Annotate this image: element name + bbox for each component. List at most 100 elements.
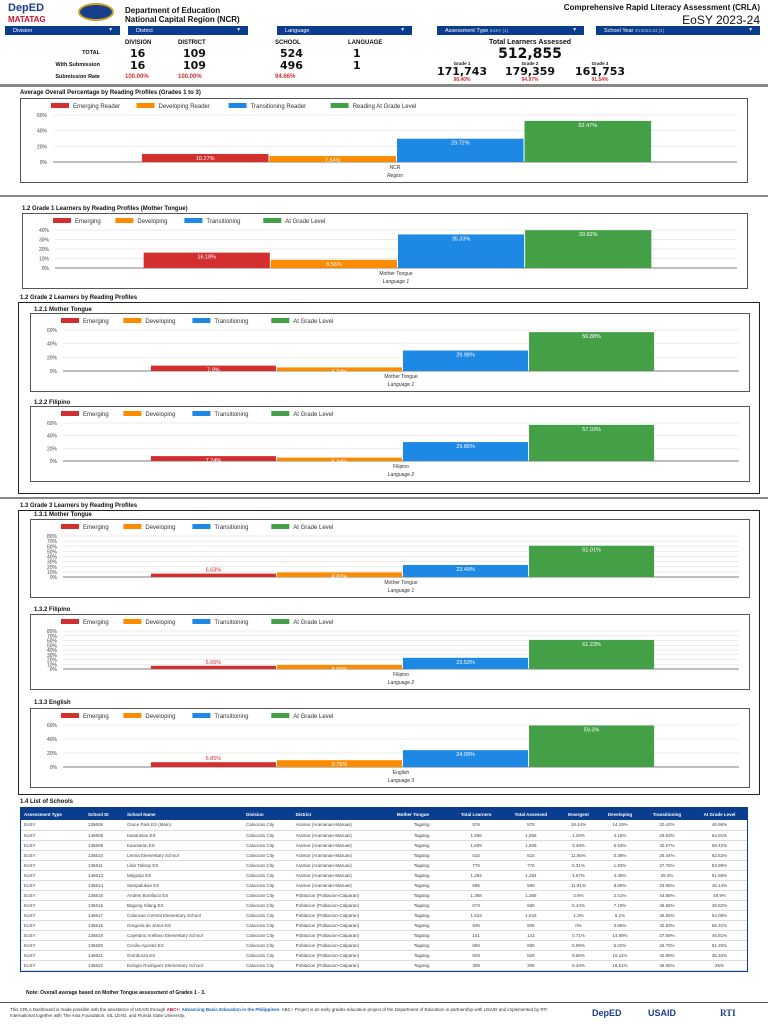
bar-emerging [143, 252, 270, 268]
filter-school-year-dropdown[interactable]: School Year SY2023-24 (1) ▾ [596, 26, 760, 35]
table-row[interactable]: EoSY 136613 Maypajo ES Caloocan City Aramar … [21, 870, 747, 881]
column-header-1[interactable]: School ID [84, 808, 124, 820]
table-cell: 9.65% [558, 950, 598, 961]
table-row[interactable]: EoSY 136610 Lerma Elementary School Calooca… [21, 850, 747, 861]
column-header-0[interactable]: Assessment Type [21, 808, 85, 820]
y-tick-label: 0% [50, 667, 58, 673]
table-cell: 54.05% [691, 910, 747, 921]
table-cell: 40.89% [642, 950, 692, 961]
table-cell: 14.19% [597, 820, 642, 831]
y-tick-label: 0% [40, 160, 48, 166]
table-cell: Poblacion (Poblacion-Calparan) [292, 910, 394, 921]
table-cell: 44.88% [642, 890, 692, 901]
legend-swatch [61, 713, 79, 718]
legend-label: At Grade Level [293, 620, 333, 626]
table-cell: 4.36% [597, 870, 642, 881]
table-row[interactable]: EoSY 136608 Kasarinlan ES Caloocan City Aram… [21, 830, 747, 841]
legend-swatch [271, 713, 290, 718]
table-row[interactable]: EoSY 136618 Gregoria de Jesus ES Caloocan C… [21, 920, 747, 931]
table-cell: Eulogio Rodriguez Elementary School [123, 960, 244, 971]
deped-logo: DepED [592, 1008, 622, 1018]
table-cell: EoSY [21, 850, 85, 861]
chart-title: 1.3.1 Mother Tongue [34, 512, 92, 518]
table-cell: 7.19% [597, 900, 642, 911]
column-header-7[interactable]: Total Assessed [502, 808, 559, 820]
table-cell: Libis Talisay ES [123, 860, 244, 871]
table-row[interactable]: EoSY 136606 Grace Park ES (Main) Caloocan C… [21, 820, 747, 831]
abc-link[interactable]: Advancing Basic Education in the Philipp… [181, 1007, 280, 1012]
y-tick-label: 40% [37, 129, 48, 135]
legend-swatch [61, 619, 79, 624]
filter-label: Language [285, 27, 310, 34]
column-header-3[interactable]: Division [243, 808, 293, 820]
table-cell: EoSY [21, 870, 85, 881]
x-axis-title: Language 3 [388, 778, 415, 784]
grade2-section-box [18, 302, 760, 494]
bar-transitioning [403, 657, 529, 669]
chart-svg: Emerging Developing Transitioning At Grade … [47, 411, 739, 478]
table-cell: 1,609 [502, 840, 559, 851]
table-row[interactable]: EoSY 136614 Sampalukan ES Caloocan City Aram… [21, 880, 747, 891]
table-row[interactable]: EoSY 136611 Libis Talisay ES Caloocan City A… [21, 860, 747, 871]
divider [0, 1002, 768, 1003]
table-row[interactable]: EoSY 136616 Bagong Silang ES Caloocan City P… [21, 900, 747, 911]
table-cell: Caloocan City [243, 890, 293, 901]
bar-transitioning [403, 564, 529, 577]
table-row[interactable]: EoSY 136615 Andres Bonifacio ES Caloocan Ci… [21, 890, 747, 901]
table-row[interactable]: EoSY 136621 Gomburza ES Caloocan City Poblac… [21, 950, 747, 961]
column-header-9[interactable]: Developing [597, 808, 642, 820]
column-header-5[interactable]: Mother Tongue [393, 808, 450, 820]
table-row[interactable]: EoSY 136620 Cecilio Apostol ES Caloocan Cit… [21, 940, 747, 951]
bar-transitioning [403, 750, 529, 767]
filter-text: School Year SY2023-24 (1) [604, 27, 664, 35]
table-cell: 829 [449, 950, 503, 961]
bar-chart: Emerging Developing Transitioning At Grade … [30, 614, 750, 690]
table-cell: 596 [502, 880, 559, 891]
column-header-8[interactable]: Emergent [558, 808, 598, 820]
filter-language-dropdown[interactable]: Language ▾ [277, 26, 412, 35]
bar-chart: Emerging Developing Transitioning At Grade … [30, 708, 750, 788]
legend-label: At Grade Level [293, 319, 333, 325]
stat-column-header: SCHOOL [275, 40, 301, 46]
x-axis-title: Region [387, 173, 403, 179]
table-row[interactable]: EoSY 136617 Caloocan Central Elementary Sc… [21, 910, 747, 921]
stat-value: 496 [280, 59, 303, 72]
table-cell: Caloocan City [243, 960, 293, 971]
filter-division-dropdown[interactable]: Division ▾ [5, 26, 120, 35]
table-row[interactable]: EoSY 136619 Cayetano Arellano Elementary S… [21, 930, 747, 941]
column-header-4[interactable]: District [292, 808, 394, 820]
table-cell: 62.52% [691, 850, 747, 861]
table-row[interactable]: EoSY 136609 Kaunlaran ES Caloocan City Arama… [21, 840, 747, 851]
bar-developing [276, 760, 402, 767]
bar-data-label: 8.56% [332, 667, 348, 673]
table-cell: 46.81% [691, 930, 747, 941]
chart-svg: Emerging Developing Transitioning At Grade … [39, 218, 737, 285]
y-tick-label: 40% [47, 434, 58, 440]
filter-label: Assessment Type [445, 27, 489, 34]
column-header-11[interactable]: At Grade Level [691, 808, 747, 820]
filter-label: Division [13, 27, 33, 34]
column-header-2[interactable]: School Name [123, 808, 244, 820]
table-cell: 136622 [84, 960, 124, 971]
column-header-6[interactable]: Total Learners [449, 808, 503, 820]
filter-assessment-type-dropdown[interactable]: Assessment Type EoSY (1) ▾ [437, 26, 584, 35]
table-cell: 18.51% [597, 960, 642, 971]
x-tick-label: Mother Tongue [384, 374, 417, 380]
stat-row-label: TOTAL [82, 50, 100, 56]
table-cell: 1,543 [502, 910, 559, 921]
bar-data-label: 6.85% [206, 756, 222, 762]
section-title: 1.3 Grade 3 Learners by Reading Profiles [20, 503, 138, 509]
chart-svg: Emerging Developing Transitioning At Grade … [47, 713, 739, 784]
bar-data-label: 29.72% [451, 141, 470, 147]
table-cell: 515 [449, 850, 503, 861]
table-row[interactable]: EoSY 136622 Eulogio Rodriguez Elementary S… [21, 960, 747, 971]
filter-district-dropdown[interactable]: District ▾ [128, 26, 248, 35]
divider [0, 497, 768, 499]
table-cell: EoSY [21, 900, 85, 911]
bar-data-label: 56.88% [582, 334, 601, 340]
y-tick-label: 40% [47, 555, 58, 561]
column-header-10[interactable]: Transitioning [642, 808, 692, 820]
legend-label: Transitioning [206, 219, 240, 225]
legend-label: Emerging [83, 620, 109, 626]
table-cell: 308 [502, 960, 559, 971]
